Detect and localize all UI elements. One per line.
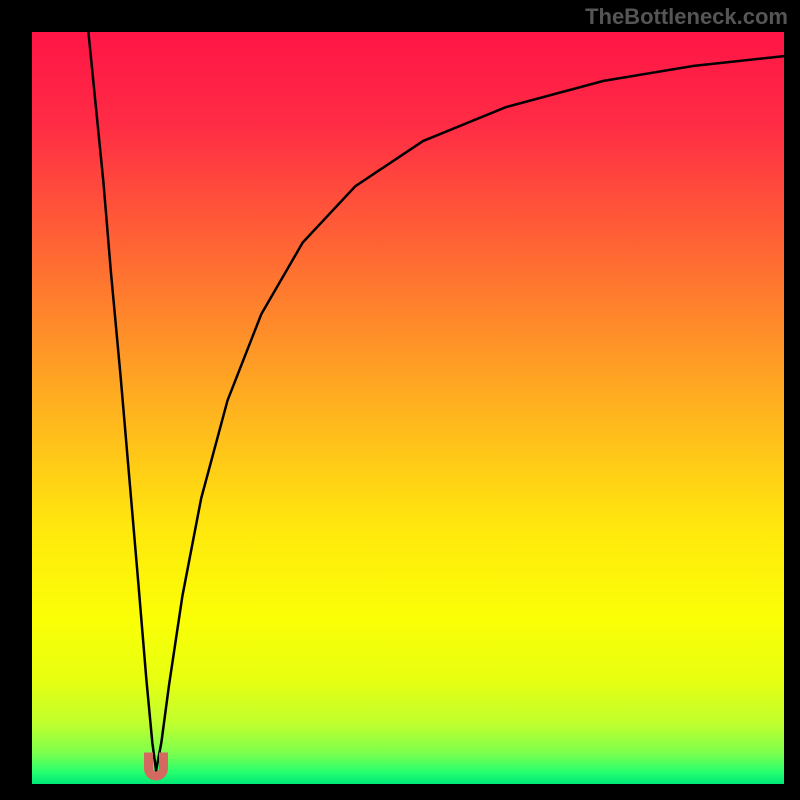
plot-area — [32, 32, 784, 784]
curve-right-branch — [156, 56, 784, 770]
curve-left-branch — [88, 32, 156, 770]
minimum-marker — [144, 752, 168, 785]
watermark-text: TheBottleneck.com — [585, 4, 788, 30]
bottleneck-curve — [32, 32, 784, 784]
u-shape-icon — [144, 752, 168, 780]
chart-container: TheBottleneck.com — [0, 0, 800, 800]
